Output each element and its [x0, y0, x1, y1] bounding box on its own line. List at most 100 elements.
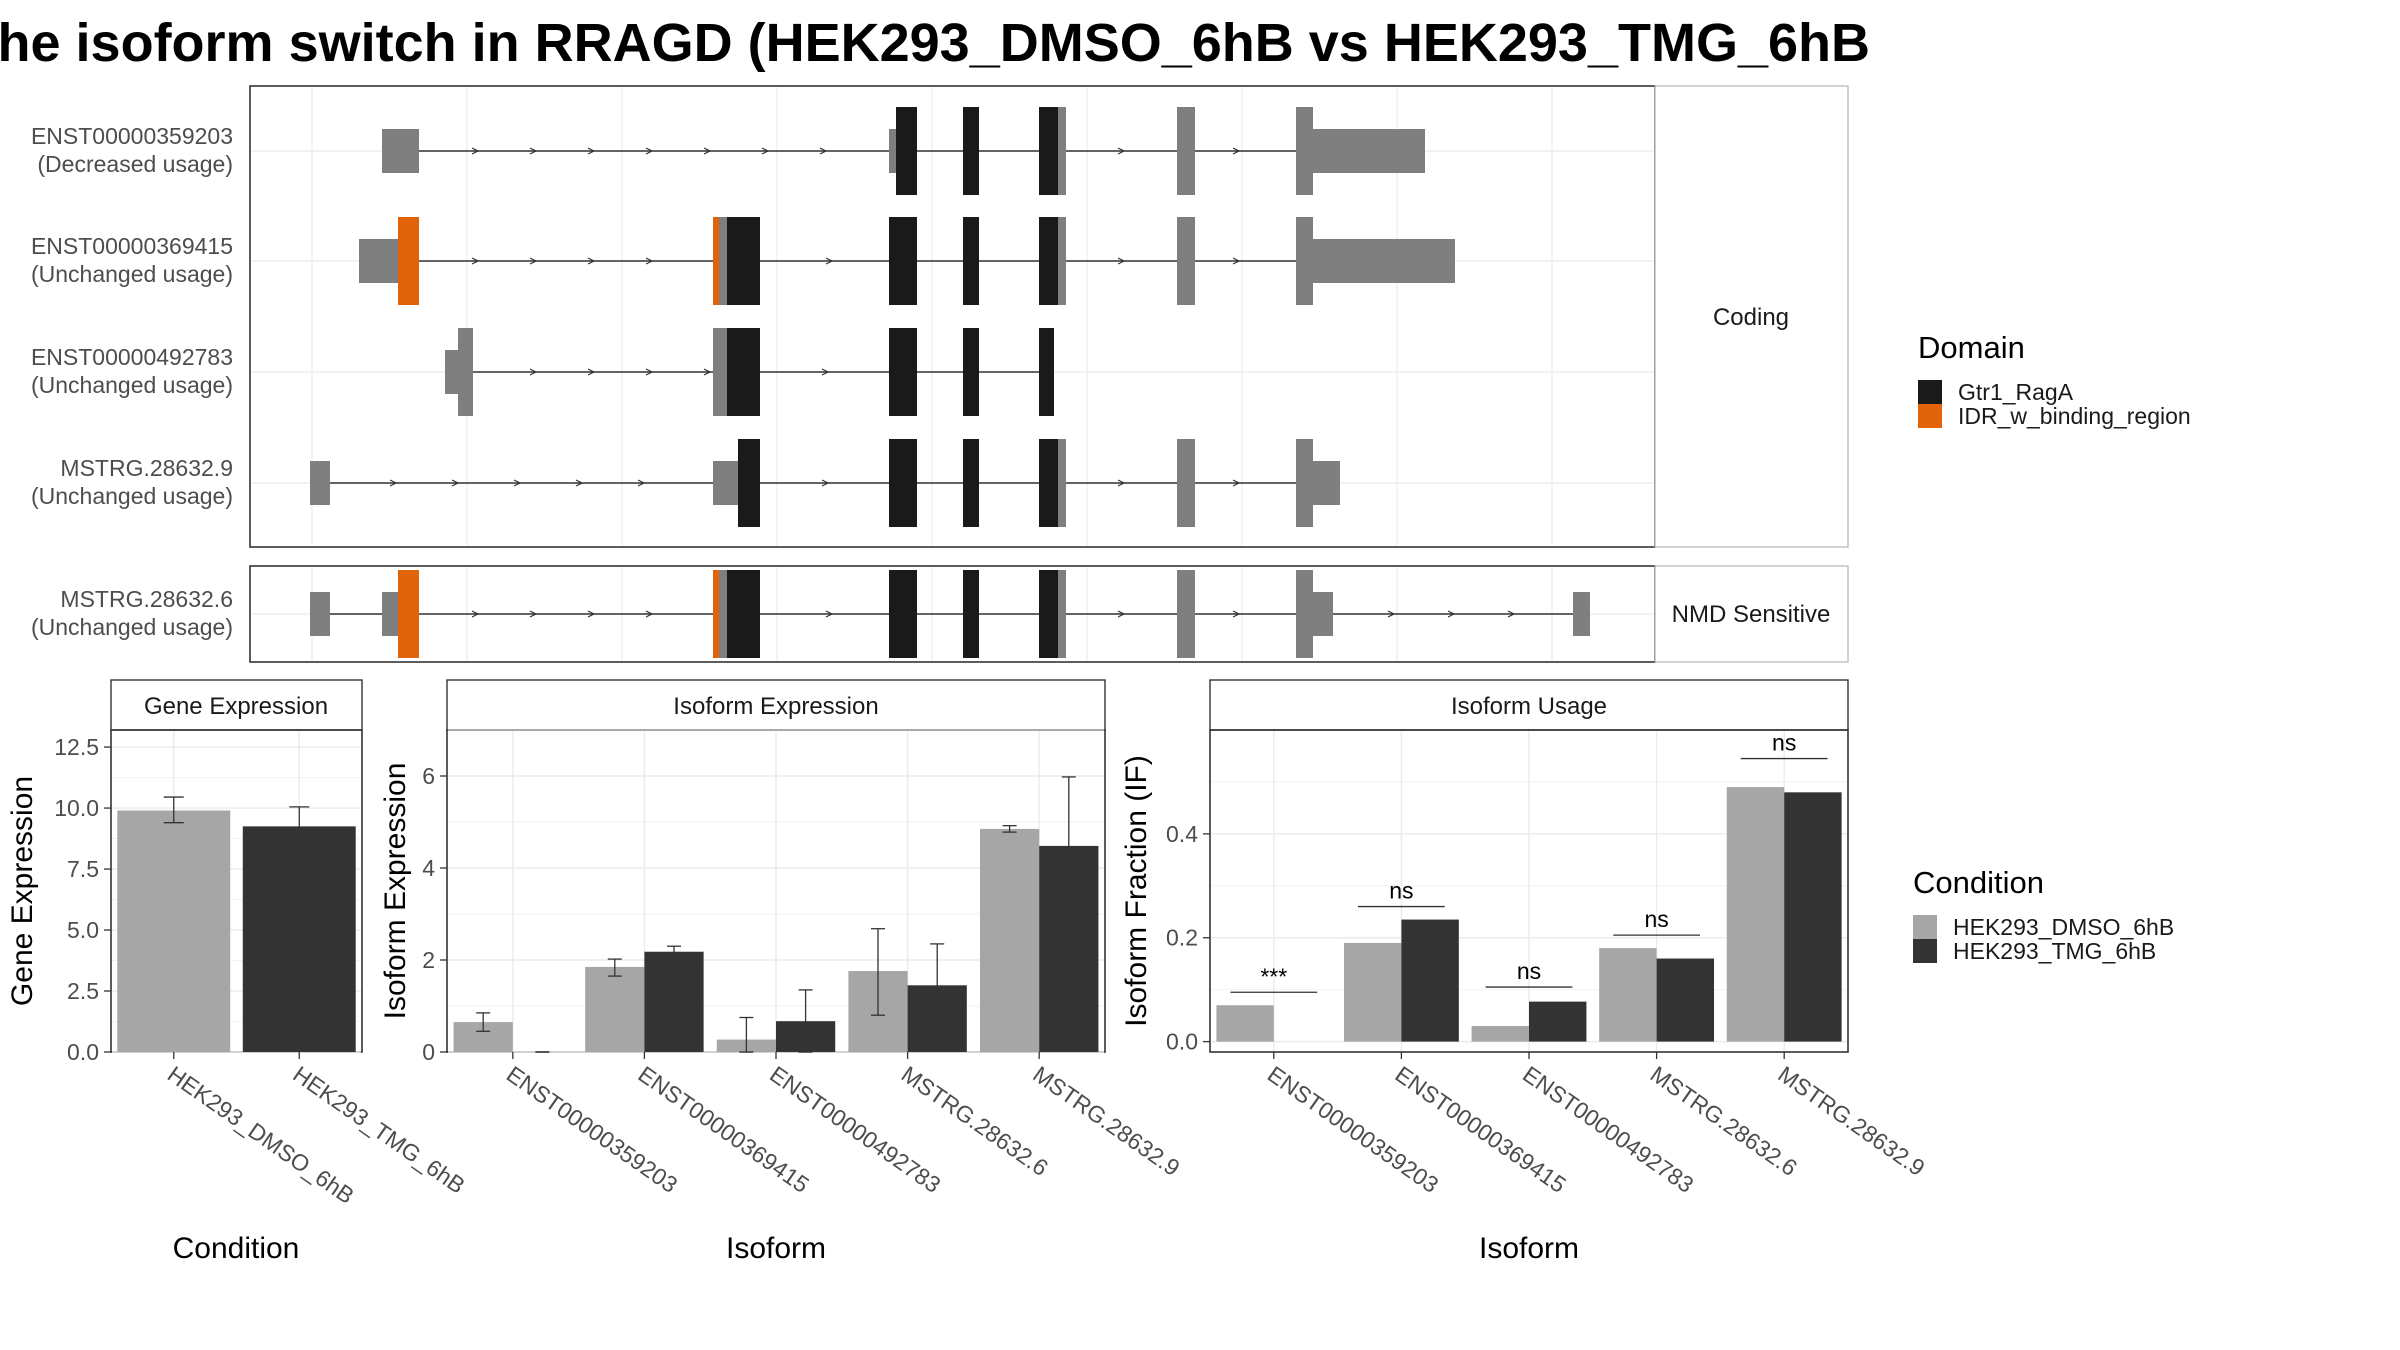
gene-expression-ylabel: Gene Expression	[6, 776, 39, 1006]
bar	[1401, 919, 1459, 1042]
exon-block	[310, 592, 330, 636]
structure-panel-coding: Coding	[249, 85, 1849, 548]
bar	[1471, 1026, 1529, 1042]
intron-arrow	[471, 257, 480, 265]
exon-block	[1058, 107, 1066, 195]
condition-legend-label: HEK293_DMSO_6hB	[1953, 914, 2174, 940]
bar	[979, 828, 1040, 1052]
exon-block	[382, 129, 419, 173]
transcript-label-status: (Unchanged usage)	[31, 372, 233, 398]
isoform-usage-ylabel: Isoform Fraction (IF)	[1120, 755, 1153, 1027]
exon-block	[713, 328, 727, 416]
y-tick-label: 0	[422, 1039, 435, 1065]
intron-arrow	[821, 368, 830, 376]
y-tick-label: 0.0	[1166, 1029, 1198, 1055]
transcript-label-status: (Decreased usage)	[37, 151, 233, 177]
exon-block	[310, 461, 330, 505]
exon-block	[1296, 570, 1313, 658]
domain-idr-block	[713, 217, 719, 305]
intron-arrow	[587, 257, 596, 265]
nmd-strip	[1654, 565, 1849, 663]
gene-expression-title: Gene Expression	[144, 693, 328, 720]
domain-gtr1-block	[963, 107, 979, 195]
isoform-expression-title: Isoform Expression	[673, 693, 878, 720]
exon-block	[382, 592, 398, 636]
intron-arrow	[471, 610, 480, 618]
isoform-usage-bars: *** ns ns ns ns	[1216, 730, 1842, 1042]
bar	[1784, 792, 1842, 1042]
domain-gtr1-block	[1039, 328, 1054, 416]
exon-block	[1177, 570, 1195, 658]
isoform-expression-chart: Isoform Expression 0 2 4 6 ENST00000359203E…	[379, 679, 1185, 1265]
intron-arrow	[703, 147, 712, 155]
intron-arrow	[703, 368, 712, 376]
nmd-strip-label: NMD Sensitive	[1672, 601, 1831, 628]
domain-legend-label: IDR_w_binding_region	[1958, 403, 2191, 429]
exon-block	[889, 129, 896, 173]
domain-gtr1-block	[1039, 107, 1058, 195]
coding-panel-frame	[249, 85, 1656, 548]
isoform-expression-y-ticks: 0 2 4 6	[422, 763, 447, 1065]
exon-block	[1177, 107, 1195, 195]
isoform-usage-strip	[1209, 679, 1849, 731]
significance-label: ns	[1517, 958, 1541, 984]
exon-block	[1313, 239, 1455, 283]
y-tick-label: 2.5	[67, 978, 99, 1004]
transcript-label-id: ENST00000359203	[31, 123, 233, 149]
transcript-labels: ENST00000359203 (Decreased usage) ENST00…	[31, 123, 233, 640]
bar	[1726, 787, 1785, 1042]
transcript-label-id: ENST00000492783	[31, 344, 233, 370]
intron-arrow	[451, 479, 460, 487]
intron-arrow	[529, 610, 538, 618]
exon-block	[1177, 439, 1195, 527]
intron-arrow	[637, 479, 646, 487]
gene-expression-xlabel: Condition	[173, 1232, 300, 1265]
domain-gtr1-block	[727, 328, 760, 416]
intron-arrow	[575, 479, 584, 487]
exon-block	[1058, 570, 1066, 658]
intron-arrow	[1232, 479, 1241, 487]
domain-idr-block	[398, 570, 419, 658]
y-tick-label: 2	[422, 947, 435, 973]
domain-idr-block	[713, 570, 719, 658]
bar	[117, 810, 231, 1052]
bar	[1656, 958, 1715, 1042]
domain-legend: Domain Gtr1_RagA IDR_w_binding_region	[1918, 330, 2191, 429]
significance-label: ns	[1389, 878, 1413, 904]
y-tick-label: 10.0	[54, 795, 99, 821]
transcript-label-status: (Unchanged usage)	[31, 261, 233, 287]
isoform-expression-xlabel: Isoform	[726, 1232, 826, 1265]
domain-gtr1-block	[963, 570, 979, 658]
intron-arrow	[1447, 610, 1456, 618]
intron-arrow	[821, 479, 830, 487]
domain-gtr1-block	[896, 107, 917, 195]
y-tick-label: 0.4	[1166, 821, 1198, 847]
domain-gtr1-block	[889, 328, 917, 416]
nmd-transcripts	[310, 570, 1590, 658]
domain-legend-label: Gtr1_RagA	[1958, 379, 2074, 405]
domain-swatch-idr	[1918, 404, 1942, 428]
x-tick-label: MSTRG.28632.9	[1028, 1061, 1184, 1181]
intron-arrow	[529, 368, 538, 376]
gene-expression-strip	[110, 679, 363, 731]
transcript-label-id: ENST00000369415	[31, 233, 233, 259]
intron-arrow	[587, 368, 596, 376]
domain-gtr1-block	[963, 328, 979, 416]
y-tick-label: 0.2	[1166, 925, 1198, 951]
intron-arrow	[645, 610, 654, 618]
domain-gtr1-block	[738, 439, 760, 527]
exon-block	[1296, 217, 1313, 305]
significance-label: ***	[1260, 963, 1287, 989]
intron-arrow	[825, 257, 834, 265]
structure-panel-nmd: NMD Sensitive	[249, 565, 1849, 663]
domain-gtr1-block	[1039, 217, 1058, 305]
y-tick-label: 12.5	[54, 734, 99, 760]
y-tick-label: 0.0	[67, 1039, 99, 1065]
exon-block	[359, 239, 398, 283]
domain-swatch-gtr1	[1918, 380, 1942, 404]
domain-gtr1-block	[889, 570, 917, 658]
isoform-expression-ylabel: Isoform Expression	[379, 763, 412, 1020]
intron-arrow	[819, 147, 828, 155]
